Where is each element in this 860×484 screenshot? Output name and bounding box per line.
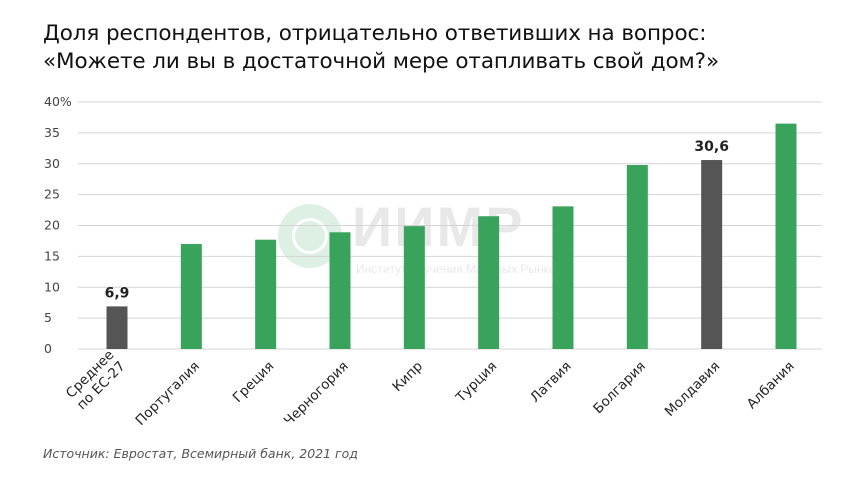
x-tick-label: Греция [230,358,278,406]
x-tick-label-line: Турция [452,358,500,406]
bar [478,216,500,349]
y-tick-label: 25 [44,187,60,202]
data-label: 30,6 [694,139,729,155]
x-tick-label: Латвия [527,358,574,405]
y-tick-label: 30 [44,156,60,171]
chart-title-line-2: «Можете ли вы в достаточной мере отаплив… [43,49,720,74]
source-note: Источник: Евростат, Всемирный банк, 2021… [43,446,358,461]
bar [106,306,128,349]
x-tick-label-line: Черногория [281,358,352,429]
x-tick-label: Болгария [590,358,649,417]
y-tick-label: 35 [44,125,60,140]
x-tick-label: Кипр [389,358,426,395]
y-tick-label: 40% [44,94,72,109]
bar [403,226,425,349]
chart-title: Доля респондентов, отрицательно ответивш… [43,20,719,76]
x-tick-label-line: Латвия [527,358,574,405]
x-tick-label-line: Болгария [590,358,649,417]
x-tick-label-line: Португалия [132,358,203,429]
bar [255,239,277,349]
x-tick-label: Среднеепо ЕС-27 [63,347,129,413]
bar [626,164,648,349]
bar [552,206,574,349]
y-tick-label: 5 [44,310,52,325]
bar [329,232,351,349]
x-tick-label: Португалия [132,358,203,429]
bar [180,244,202,349]
bar [701,160,723,349]
y-tick-label: 15 [44,248,60,263]
chart-title-line-1: Доля респондентов, отрицательно ответивш… [43,21,707,46]
x-tick-label-line: Молдавия [662,358,724,420]
x-tick-label-line: Греция [230,358,278,406]
x-tick-label: Молдавия [662,358,724,420]
x-tick-label: Турция [452,358,500,406]
x-tick-label-line: Кипр [389,358,426,395]
y-tick-label: 10 [44,279,60,294]
data-label: 6,9 [105,285,130,301]
x-tick-label: Черногория [281,358,352,429]
x-tick-label: Албания [744,358,798,412]
y-tick-label: 20 [44,218,60,233]
x-tick-label-line: Албания [744,358,798,412]
y-tick-label: 0 [44,341,52,356]
bar [775,123,797,349]
